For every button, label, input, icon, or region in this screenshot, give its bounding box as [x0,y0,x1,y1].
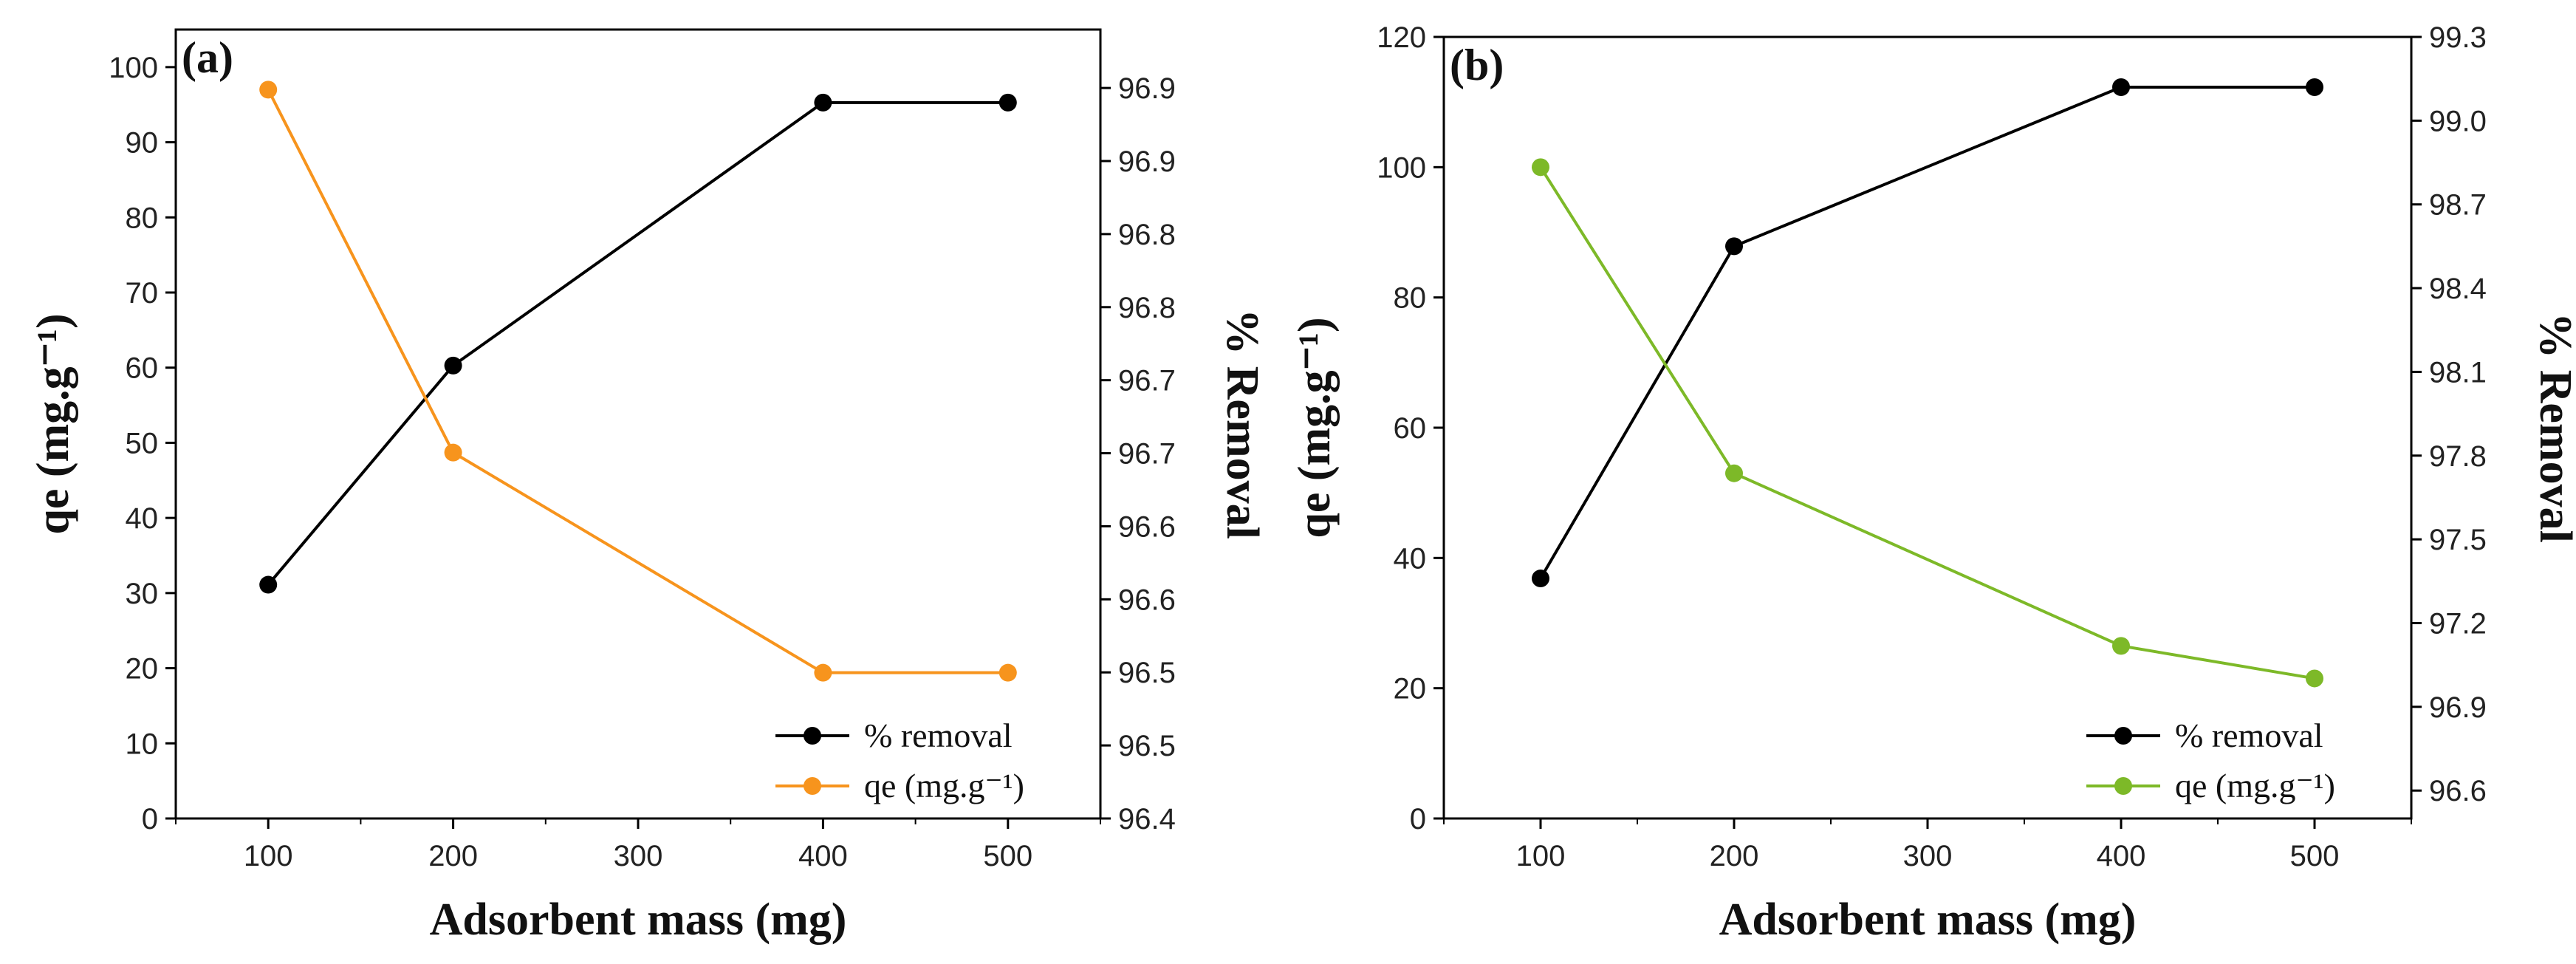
y-right-tick-label: 96.8 [1118,292,1176,324]
y-left-tick-label: 50 [126,427,159,459]
data-point-removal [1725,237,1743,256]
y-right-tick-label: 96.6 [1118,584,1176,616]
x-tick-label: 400 [2097,840,2146,872]
legend-swatch-marker [2114,727,2132,745]
data-point-qe [998,663,1017,682]
y-left-tick-label: 80 [126,202,159,234]
x-tick-label: 100 [244,840,293,872]
data-point-qe [814,663,832,682]
data-point-qe [1532,158,1549,177]
chart-panel-a: 100 200 300 400 500 0 10 20 30 40 50 60 70 80 90 100 96.… [28,28,1267,945]
y-right-tick-label: 98.7 [2429,189,2487,222]
y-right-tick-label: 96.6 [1118,510,1176,543]
x-axis-title: Adsorbent mass (mg) [1719,895,2137,945]
x-tick-label: 100 [1516,840,1566,872]
legend-swatch-marker [804,777,821,795]
x-tick-label: 200 [1710,840,1759,872]
data-point-removal [444,356,462,375]
y-left-tick-label: 30 [126,578,159,610]
data-point-qe [259,81,278,99]
y-right-tick-label: 96.8 [1118,219,1176,251]
data-point-removal [2112,78,2130,97]
legend-swatch-marker [804,727,821,745]
y-right-tick-label: 96.4 [1118,803,1176,835]
y-left-tick-label: 40 [1394,542,1427,575]
y-right-axis-title: % Removal [2530,312,2576,543]
y-left-tick-label: 60 [1394,412,1427,445]
y-right-tick-label: 96.9 [2429,691,2487,724]
series-line-qe [267,89,1008,674]
data-point-removal [998,93,1017,112]
y-right-tick-label: 99.0 [2429,105,2487,137]
y-right-tick-label: 98.4 [2429,273,2487,305]
legend-label: qe (mg.g⁻¹) [864,767,1024,804]
data-point-qe [1725,464,1743,482]
y-left-tick-label: 90 [126,127,159,160]
y-left-tick-label: 0 [1410,803,1426,835]
y-right-tick-label: 97.5 [2429,524,2487,556]
data-point-removal [259,575,278,594]
y-left-tick-label: 60 [126,352,159,385]
y-right-tick-label: 97.8 [2429,440,2487,473]
y-right-tick-label: 96.9 [1118,146,1176,178]
y-left-tick-label: 40 [126,502,159,535]
series-line-removal [1539,86,2315,580]
y-left-axis-title: qe (mg.g⁻¹) [1289,317,1340,538]
data-point-removal [2306,78,2323,97]
data-point-qe [2112,637,2130,655]
y-left-tick-label: 120 [1377,21,1426,54]
data-point-qe [444,443,462,462]
y-left-tick-label: 0 [142,803,158,835]
y-right-tick-label: 96.7 [1118,438,1176,471]
y-right-tick-label: 96.9 [1118,72,1176,105]
legend-label: qe (mg.g⁻¹) [2175,767,2335,804]
y-left-axis-title: qe (mg.g⁻¹) [28,313,78,534]
y-right-tick-label: 99.3 [2429,21,2487,54]
y-left-tick-label: 20 [1394,673,1427,705]
panel-label: (b) [1450,41,1504,89]
y-left-tick-label: 20 [126,653,159,686]
y-right-tick-label: 96.5 [1118,657,1176,689]
y-right-tick-label: 96.7 [1118,365,1176,397]
y-right-tick-label: 98.1 [2429,356,2487,389]
data-point-removal [1532,570,1549,588]
x-tick-label: 300 [614,840,663,872]
series-line-qe [1539,166,2315,680]
x-tick-label: 400 [798,840,848,872]
data-point-qe [2306,669,2323,688]
y-left-tick-label: 100 [1377,151,1426,184]
y-left-tick-label: 10 [126,728,159,760]
x-axis-title: Adsorbent mass (mg) [430,895,847,945]
y-right-tick-label: 97.2 [2429,608,2487,640]
y-left-tick-label: 100 [109,52,158,84]
y-right-tick-label: 96.5 [1118,730,1176,762]
x-tick-label: 300 [1903,840,1953,872]
panel-label: (a) [182,33,233,82]
y-right-axis-title: % Removal [1217,309,1267,539]
series-line-removal [267,100,1008,586]
y-left-tick-label: 70 [126,277,159,310]
x-tick-label: 200 [428,840,478,872]
y-right-tick-label: 96.6 [2429,775,2487,807]
chart-panel-b: 100 200 300 400 500 0 20 40 60 80 100 120 96.6 96.9 97… [1289,21,2576,945]
legend-swatch-marker [2114,777,2132,795]
data-point-removal [814,93,832,112]
x-tick-label: 500 [2290,840,2340,872]
legend-label: % removal [864,717,1013,754]
y-left-tick-label: 80 [1394,282,1427,315]
x-tick-label: 500 [983,840,1032,872]
legend-label: % removal [2175,717,2323,754]
